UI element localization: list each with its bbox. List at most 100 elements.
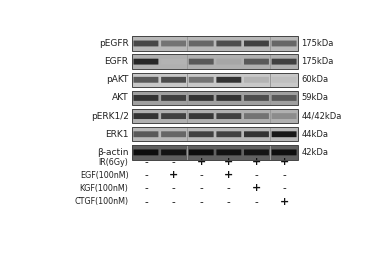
Bar <box>270 109 298 123</box>
Bar <box>243 36 270 51</box>
Bar <box>270 36 298 51</box>
Bar <box>270 73 298 87</box>
FancyBboxPatch shape <box>133 59 159 65</box>
FancyBboxPatch shape <box>189 95 214 101</box>
FancyBboxPatch shape <box>244 113 269 119</box>
Text: 175kDa: 175kDa <box>301 39 334 48</box>
Bar <box>243 127 270 141</box>
FancyBboxPatch shape <box>189 59 214 65</box>
Bar <box>243 145 270 160</box>
Bar <box>132 127 160 141</box>
Bar <box>243 109 270 123</box>
Text: KGF(100nM): KGF(100nM) <box>80 184 129 193</box>
Bar <box>132 36 160 51</box>
Text: EGFR: EGFR <box>105 57 129 66</box>
FancyBboxPatch shape <box>161 150 186 155</box>
Bar <box>132 127 298 141</box>
Text: -: - <box>172 184 175 193</box>
Text: IR(6Gy): IR(6Gy) <box>99 158 129 167</box>
FancyBboxPatch shape <box>216 41 241 46</box>
FancyBboxPatch shape <box>189 150 214 155</box>
Bar <box>132 36 298 51</box>
Text: 42kDa: 42kDa <box>301 148 329 157</box>
Bar <box>270 145 298 160</box>
Bar <box>160 36 188 51</box>
Text: 44/42kDa: 44/42kDa <box>301 112 342 121</box>
Bar <box>188 54 215 69</box>
FancyBboxPatch shape <box>189 131 214 137</box>
FancyBboxPatch shape <box>161 131 186 137</box>
Bar <box>132 73 298 87</box>
Bar <box>270 54 298 69</box>
FancyBboxPatch shape <box>189 77 214 83</box>
Text: AKT: AKT <box>112 94 129 102</box>
Bar <box>132 145 298 160</box>
Bar <box>243 73 270 87</box>
Text: -: - <box>172 157 175 167</box>
Bar <box>215 91 243 105</box>
FancyBboxPatch shape <box>161 95 186 101</box>
Bar <box>215 36 243 51</box>
Text: -: - <box>144 170 148 180</box>
Bar <box>188 91 215 105</box>
Bar <box>188 127 215 141</box>
Bar <box>132 109 160 123</box>
Text: -: - <box>144 197 148 207</box>
Bar <box>132 145 298 160</box>
Text: +: + <box>252 157 261 167</box>
Text: 175kDa: 175kDa <box>301 57 334 66</box>
Bar <box>160 91 188 105</box>
Text: +: + <box>169 170 178 180</box>
Text: β-actin: β-actin <box>97 148 129 157</box>
Text: +: + <box>224 170 233 180</box>
Text: +: + <box>280 157 289 167</box>
FancyBboxPatch shape <box>244 150 269 155</box>
FancyBboxPatch shape <box>133 131 159 137</box>
Text: +: + <box>252 184 261 193</box>
Bar <box>215 127 243 141</box>
Text: -: - <box>227 184 231 193</box>
Bar <box>132 109 298 123</box>
Text: -: - <box>172 197 175 207</box>
Bar <box>132 91 298 105</box>
Bar <box>188 109 215 123</box>
Text: 60kDa: 60kDa <box>301 75 329 84</box>
FancyBboxPatch shape <box>272 77 296 83</box>
FancyBboxPatch shape <box>272 113 296 119</box>
Bar <box>160 127 188 141</box>
Text: -: - <box>144 184 148 193</box>
Text: +: + <box>280 197 289 207</box>
Text: -: - <box>254 170 258 180</box>
FancyBboxPatch shape <box>272 150 296 155</box>
Bar <box>188 73 215 87</box>
Bar <box>188 145 215 160</box>
FancyBboxPatch shape <box>272 95 296 101</box>
FancyBboxPatch shape <box>161 59 186 65</box>
Text: pAKT: pAKT <box>106 75 129 84</box>
Text: -: - <box>227 197 231 207</box>
Text: ERK1: ERK1 <box>105 130 129 139</box>
Text: +: + <box>224 157 233 167</box>
FancyBboxPatch shape <box>133 113 159 119</box>
FancyBboxPatch shape <box>244 131 269 137</box>
Bar <box>243 54 270 69</box>
FancyBboxPatch shape <box>161 113 186 119</box>
Text: 59kDa: 59kDa <box>301 94 329 102</box>
FancyBboxPatch shape <box>133 150 159 155</box>
Bar <box>132 91 160 105</box>
Text: EGF(100nM): EGF(100nM) <box>80 171 129 180</box>
FancyBboxPatch shape <box>161 77 186 83</box>
Bar <box>270 91 298 105</box>
Bar <box>243 91 270 105</box>
FancyBboxPatch shape <box>216 150 241 155</box>
Bar <box>132 54 160 69</box>
FancyBboxPatch shape <box>133 41 159 46</box>
Text: -: - <box>199 184 203 193</box>
FancyBboxPatch shape <box>244 77 269 83</box>
Bar <box>132 36 298 51</box>
Bar <box>132 73 298 87</box>
FancyBboxPatch shape <box>216 77 241 83</box>
FancyBboxPatch shape <box>161 41 186 46</box>
FancyBboxPatch shape <box>189 41 214 46</box>
FancyBboxPatch shape <box>133 95 159 101</box>
